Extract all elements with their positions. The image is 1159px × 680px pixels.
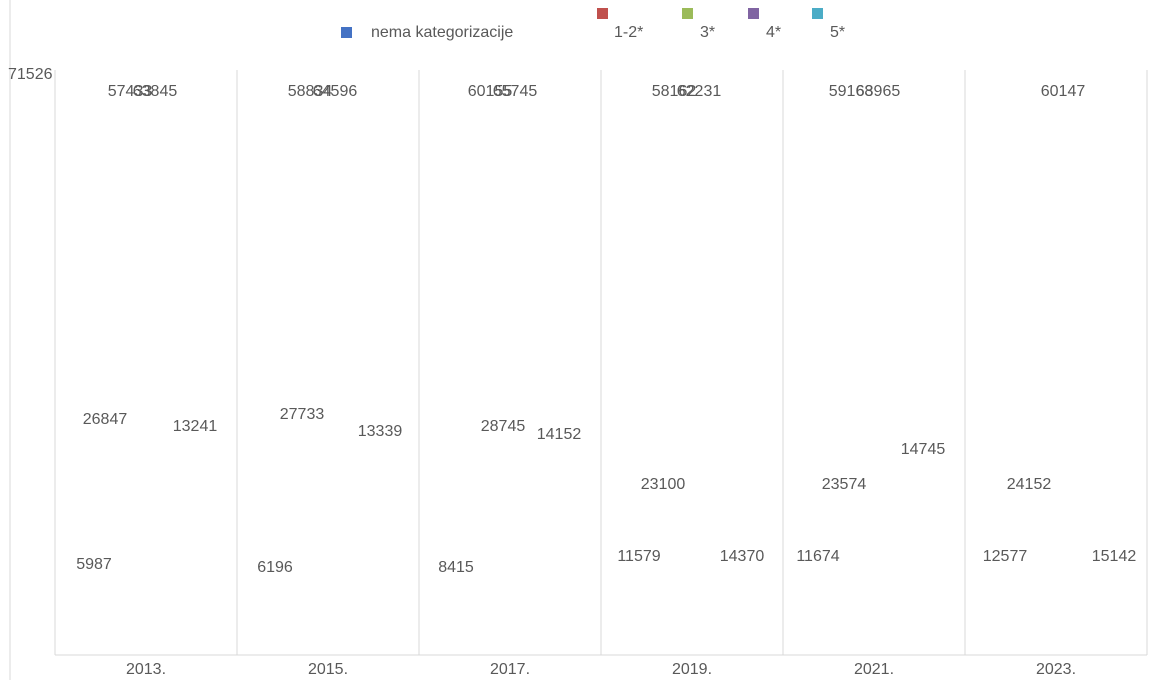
data-label: 14745	[901, 441, 946, 458]
legend-label: nema kategorizacije	[371, 24, 513, 41]
legend-swatch	[812, 8, 823, 19]
legend-label: 1-2*	[614, 24, 643, 41]
data-label: 13339	[358, 423, 403, 440]
x-tick-label: 2019.	[672, 661, 712, 678]
data-label: 27733	[280, 406, 325, 423]
data-label: 24152	[1007, 476, 1052, 493]
legend-swatch	[341, 27, 352, 38]
x-tick-label: 2013.	[126, 661, 166, 678]
data-label: 28745	[481, 418, 526, 435]
y-tick-label: 71526	[8, 66, 53, 83]
data-label: 23100	[641, 476, 686, 493]
data-label: 62231	[677, 83, 722, 100]
data-label: 6196	[257, 559, 293, 576]
data-label: 11674	[796, 548, 839, 565]
data-label: 65745	[493, 83, 538, 100]
data-label: 5987	[76, 556, 112, 573]
legend-label: 4*	[766, 24, 781, 41]
x-tick-label: 2017.	[490, 661, 530, 678]
data-label: 63965	[856, 83, 901, 100]
x-tick-label: 2023.	[1036, 661, 1076, 678]
legend-swatch	[682, 8, 693, 19]
data-label: 58834	[288, 83, 333, 100]
data-label: 14152	[537, 426, 582, 443]
data-label: 64596	[313, 83, 358, 100]
data-label: 26847	[83, 411, 128, 428]
data-label: 8415	[438, 559, 474, 576]
data-label: 58162	[652, 83, 697, 100]
legend-swatch	[748, 8, 759, 19]
x-tick-label: 2015.	[308, 661, 348, 678]
data-label: 12577	[983, 548, 1028, 565]
data-label: 13241	[173, 418, 218, 435]
data-label: 57433	[108, 83, 153, 100]
data-label: 63845	[133, 83, 178, 100]
legend-label: 3*	[700, 24, 715, 41]
data-label: 60147	[1041, 83, 1086, 100]
data-label: 11579	[617, 548, 660, 565]
data-label: 15142	[1092, 548, 1137, 565]
x-tick-label: 2021.	[854, 661, 894, 678]
data-label: 23574	[822, 476, 867, 493]
data-label: 59168	[829, 83, 874, 100]
legend-swatch	[597, 8, 608, 19]
data-label: 60155	[468, 83, 513, 100]
data-label: 14370	[720, 548, 765, 565]
legend-label: 5*	[830, 24, 845, 41]
